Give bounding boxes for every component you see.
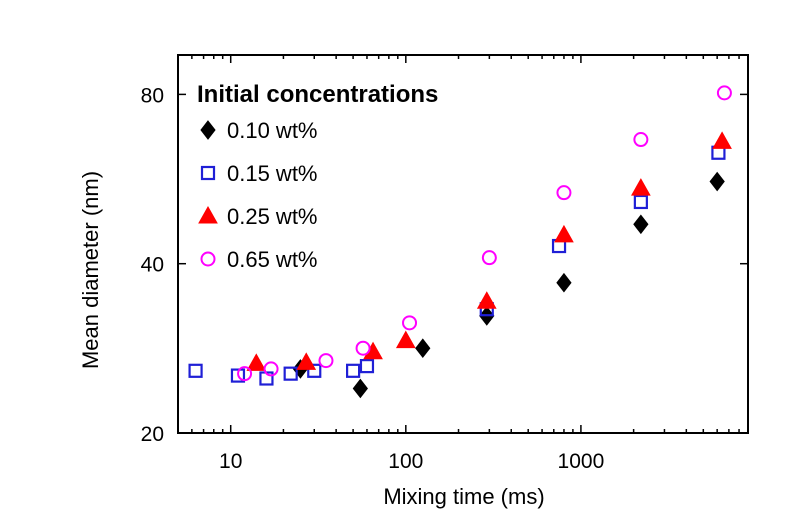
data-point [318, 353, 334, 369]
data-point [346, 363, 361, 378]
axis-ticks [177, 55, 749, 434]
data-point [363, 341, 383, 360]
plot-area [177, 54, 749, 434]
data-points [188, 85, 732, 399]
data-point [395, 330, 416, 349]
data-point [283, 366, 298, 381]
data-point [296, 352, 317, 370]
legend-marker [200, 251, 216, 267]
plot-frame [177, 54, 749, 434]
x-axis-label: Mixing time (ms) [383, 484, 544, 509]
data-point [359, 359, 375, 374]
legend-label: 0.10 wt% [227, 118, 318, 143]
legend-label: 0.15 wt% [227, 161, 318, 186]
data-point [716, 85, 732, 101]
data-point [556, 272, 572, 293]
data-point [230, 368, 246, 383]
data-point [633, 132, 649, 148]
data-point [355, 340, 371, 356]
data-point [415, 338, 431, 359]
data-point [307, 363, 322, 378]
data-point [237, 366, 253, 382]
data-point [633, 194, 648, 210]
y-tick-label: 40 [141, 254, 164, 277]
x-tick-label: 100 [388, 450, 423, 473]
data-point [476, 291, 497, 309]
legend-label: 0.65 wt% [227, 247, 318, 272]
data-point [188, 363, 203, 378]
legend-marker [200, 165, 216, 181]
tick-labels: 10 100 1000 20 40 80 [141, 84, 605, 473]
data-point [633, 214, 649, 235]
y-axis-label: Mean diameter (nm) [78, 171, 103, 369]
data-point [556, 185, 572, 201]
data-point [352, 378, 368, 399]
legend-marker [200, 120, 216, 140]
series-3 [246, 131, 732, 371]
data-point [402, 315, 418, 331]
data-point [712, 131, 732, 149]
data-point [709, 171, 725, 192]
data-point [631, 178, 651, 196]
data-point [246, 353, 267, 371]
data-point [554, 224, 574, 243]
legend-marker [198, 205, 218, 224]
legend: Initial concentrations 0.10 wt% 0.15 wt% 0… [197, 81, 438, 272]
x-tick-label: 1000 [558, 450, 605, 473]
data-point [263, 361, 279, 377]
legend-title: Initial concentrations [197, 81, 438, 108]
x-tick-label: 10 [219, 450, 242, 473]
y-tick-label: 20 [141, 423, 164, 446]
series-4 [237, 85, 732, 382]
legend-label: 0.25 wt% [227, 204, 318, 229]
y-tick-label: 80 [141, 84, 164, 107]
data-point [481, 250, 497, 266]
